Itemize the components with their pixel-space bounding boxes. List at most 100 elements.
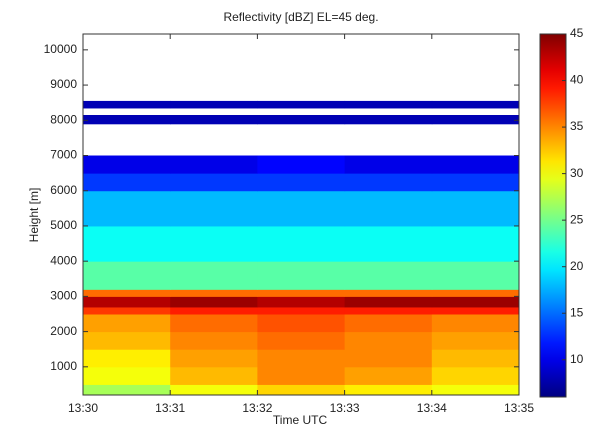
heat-cell [431,115,520,125]
y-axis-label: Height [m] [27,188,41,243]
heat-cell [83,289,171,297]
heat-cell [83,331,171,350]
heat-cell [344,331,433,350]
x-axis-label: Time UTC [273,413,328,427]
heat-cell [344,366,433,385]
colorbar-tick-label: 35 [570,119,584,133]
heat-cell [344,115,433,125]
y-tick-label: 1000 [50,359,77,373]
heat-cell [344,261,433,290]
x-tick-label: 13:32 [242,401,272,415]
colorbar-tick-label: 40 [570,73,584,87]
heat-cell [344,173,433,192]
heat-cell [170,173,258,192]
x-tick-label: 13:35 [504,401,534,415]
heat-cell [170,296,258,308]
heat-cell [431,173,520,192]
heat-cell [344,296,433,308]
colorbar-tick-label: 45 [570,26,584,40]
heat-cell [431,289,520,297]
colorbar-tick-label: 25 [570,212,584,226]
heat-cell [257,261,346,290]
y-tick-label: 5000 [50,218,77,232]
y-tick-label: 4000 [50,253,77,267]
heat-cell [344,225,433,262]
heat-cell [344,349,433,368]
heat-cell [170,289,258,297]
heat-cell [170,155,258,174]
heat-cell [431,384,520,396]
chart-title: Reflectivity [dBZ] EL=45 deg. [223,10,378,24]
y-tick-label: 10000 [44,42,78,56]
colorbar [539,33,567,398]
heat-cell [170,349,258,368]
heat-cell [83,225,171,262]
heat-cell [344,190,433,227]
heat-cell [431,225,520,262]
heat-cell [257,289,346,297]
x-tick-label: 13:31 [155,401,185,415]
heat-cell [257,331,346,350]
heat-cell [431,313,520,333]
y-tick-label: 3000 [50,289,77,303]
heat-cell [431,366,520,385]
heat-cell [170,225,258,262]
colorbar-tick-label: 30 [570,166,584,180]
heat-cell [170,366,258,385]
heat-cell [257,190,346,227]
heat-cell [170,306,258,315]
heat-cell [431,349,520,368]
heat-cell [170,331,258,350]
heat-cell [83,306,171,315]
heat-cell [431,100,520,109]
heat-cell [83,366,171,385]
x-tick-label: 13:30 [68,401,98,415]
heat-cell [83,173,171,192]
plot-frame [82,33,520,396]
heat-cell [431,261,520,290]
heat-cell [257,115,346,125]
y-tick-label: 8000 [50,112,77,126]
heat-cell [257,313,346,333]
heat-cell [344,384,433,396]
heat-cell [83,115,171,125]
heat-cell [83,296,171,308]
heat-cell [257,306,346,315]
heat-cell [431,306,520,315]
heat-cell [170,261,258,290]
heat-cell [344,100,433,109]
heat-cell [431,331,520,350]
x-tick-label: 13:34 [417,401,447,415]
colorbar-tick-label: 15 [570,305,584,319]
heat-cell [344,155,433,174]
y-tick-label: 6000 [50,183,77,197]
heat-cell [170,190,258,227]
heat-cell [344,313,433,333]
heat-cell [431,296,520,308]
colorbar-tick-label: 10 [570,352,584,366]
x-tick-label: 13:33 [330,401,360,415]
heat-cell [83,261,171,290]
heat-cell [344,306,433,315]
heat-cell [257,225,346,262]
heat-cell [83,384,171,396]
heat-cell [83,313,171,333]
heat-cell [170,384,258,396]
colorbar-tick-label: 20 [570,259,584,273]
heat-cell [257,296,346,308]
heat-cell [431,190,520,227]
heat-cell [170,100,258,109]
y-tick-label: 9000 [50,77,77,91]
heat-cell [431,155,520,174]
y-tick-label: 2000 [50,324,77,338]
heat-cell [257,366,346,385]
heat-cell [257,384,346,396]
heat-cell [257,100,346,109]
y-tick-label: 7000 [50,148,77,162]
heat-cell [257,349,346,368]
heat-cell [170,313,258,333]
heat-cell [257,155,346,174]
heat-cell [83,349,171,368]
heat-cell [257,173,346,192]
